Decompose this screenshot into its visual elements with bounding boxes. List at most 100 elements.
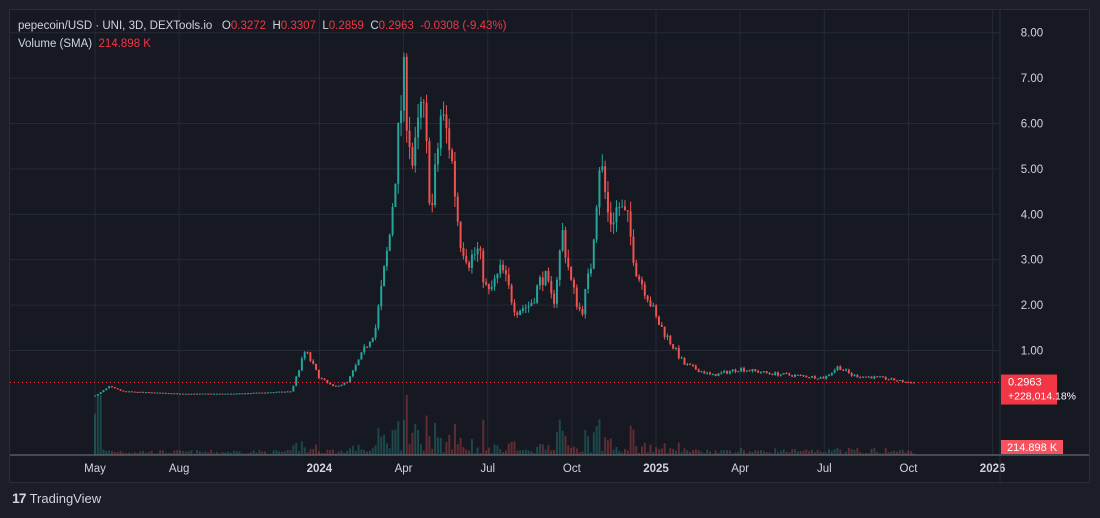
y-tick-label: 1.00 bbox=[1021, 346, 1043, 358]
candle-body bbox=[516, 312, 519, 315]
tradingview-brand[interactable]: 17 TradingView bbox=[12, 490, 101, 506]
candle-body bbox=[745, 370, 748, 372]
volume-bar bbox=[258, 450, 261, 455]
volume-bar bbox=[400, 450, 403, 455]
candle-body bbox=[156, 392, 159, 394]
candle-body bbox=[278, 391, 281, 393]
volume-bar bbox=[312, 448, 315, 455]
volume-bar bbox=[870, 448, 873, 455]
y-tick-label: 8.00 bbox=[1021, 28, 1043, 40]
volume-bar bbox=[150, 450, 153, 455]
volume-bar bbox=[272, 450, 275, 455]
candle-body bbox=[652, 305, 655, 307]
volume-bar bbox=[595, 426, 598, 455]
candle-body bbox=[357, 359, 360, 366]
candle-body bbox=[521, 308, 524, 311]
volume-bar bbox=[221, 451, 224, 455]
candle-body bbox=[765, 371, 768, 373]
volume-bar bbox=[142, 451, 145, 455]
candle-body bbox=[476, 248, 479, 255]
volume-bar bbox=[445, 441, 448, 455]
volume-bar bbox=[791, 448, 794, 455]
candle-body bbox=[439, 115, 442, 149]
candle-body bbox=[402, 56, 405, 111]
volume-label: Volume (SMA) bbox=[18, 38, 93, 50]
volume-bar bbox=[788, 452, 791, 455]
volume-bar bbox=[306, 452, 309, 455]
volume-bar bbox=[649, 444, 652, 455]
volume-bar bbox=[459, 437, 462, 455]
volume-bar bbox=[867, 453, 870, 455]
candle-body bbox=[700, 371, 703, 373]
candle-body bbox=[896, 380, 899, 382]
candle-body bbox=[845, 369, 848, 371]
candle-body bbox=[816, 378, 819, 380]
candle-body bbox=[147, 392, 150, 394]
volume-bar bbox=[224, 452, 227, 455]
x-tick-label: May bbox=[84, 463, 106, 475]
candle-body bbox=[400, 110, 403, 124]
candle-body bbox=[249, 393, 252, 395]
candle-body bbox=[686, 364, 689, 366]
volume-bar bbox=[323, 452, 326, 455]
volume-bar bbox=[269, 453, 272, 455]
candle-body bbox=[703, 371, 706, 374]
volume-bar bbox=[99, 395, 102, 455]
candle-body bbox=[300, 358, 303, 371]
candle-body bbox=[303, 352, 306, 359]
candle-body bbox=[592, 239, 595, 269]
low-label: L bbox=[322, 20, 329, 32]
candle-body bbox=[244, 393, 247, 395]
volume-bar bbox=[499, 449, 502, 455]
candle-body bbox=[187, 393, 190, 395]
candle-body bbox=[524, 307, 527, 309]
candle-body bbox=[649, 300, 652, 306]
candle-body bbox=[422, 101, 425, 103]
candle-body bbox=[819, 377, 822, 379]
price-tags: 0.2963 +228,014.18% 214.898 K bbox=[10, 374, 1076, 454]
volume-bar bbox=[731, 453, 734, 455]
volume-bar bbox=[201, 452, 204, 455]
volume-bar bbox=[111, 451, 113, 455]
volume-bar bbox=[672, 448, 675, 455]
candle-body bbox=[221, 393, 224, 395]
candle-body bbox=[847, 369, 850, 373]
volume-row: Volume (SMA) 214.898 K bbox=[18, 35, 507, 53]
volume-bar bbox=[898, 450, 901, 455]
candle-body bbox=[431, 203, 434, 206]
tradingview-logo-icon: 17 bbox=[12, 490, 27, 506]
volume-bar bbox=[116, 452, 119, 455]
candle-body bbox=[255, 392, 258, 394]
volume-bar bbox=[913, 453, 916, 455]
candle-body bbox=[99, 392, 102, 395]
volume-bar bbox=[456, 444, 459, 455]
volume-bar bbox=[153, 453, 156, 455]
volume-bar bbox=[261, 451, 264, 455]
candle-body bbox=[136, 391, 139, 393]
volume-bar bbox=[198, 451, 201, 455]
volume-bar bbox=[530, 451, 533, 455]
candle-body bbox=[428, 141, 431, 204]
candle-body bbox=[436, 148, 439, 165]
candle-body bbox=[643, 284, 646, 296]
volume-value: 214.898 K bbox=[98, 38, 151, 50]
volume-bar bbox=[380, 436, 383, 455]
candle-body bbox=[184, 393, 187, 395]
x-tick-label: Apr bbox=[395, 463, 413, 475]
x-tick-label: Oct bbox=[563, 463, 582, 475]
volume-bar bbox=[487, 447, 490, 455]
volume-bar bbox=[748, 451, 751, 455]
candle-body bbox=[281, 391, 284, 393]
volume-bar bbox=[581, 451, 584, 455]
candle-body bbox=[176, 393, 179, 395]
candle-body bbox=[377, 306, 380, 328]
x-tick-label: Apr bbox=[731, 463, 749, 475]
candle-body bbox=[581, 309, 584, 315]
volume-bar bbox=[510, 441, 513, 455]
volume-bar bbox=[674, 450, 677, 455]
volume-bar bbox=[615, 446, 618, 455]
candle-body bbox=[606, 191, 609, 213]
volume-bar bbox=[768, 452, 771, 455]
candle-body bbox=[201, 393, 204, 395]
